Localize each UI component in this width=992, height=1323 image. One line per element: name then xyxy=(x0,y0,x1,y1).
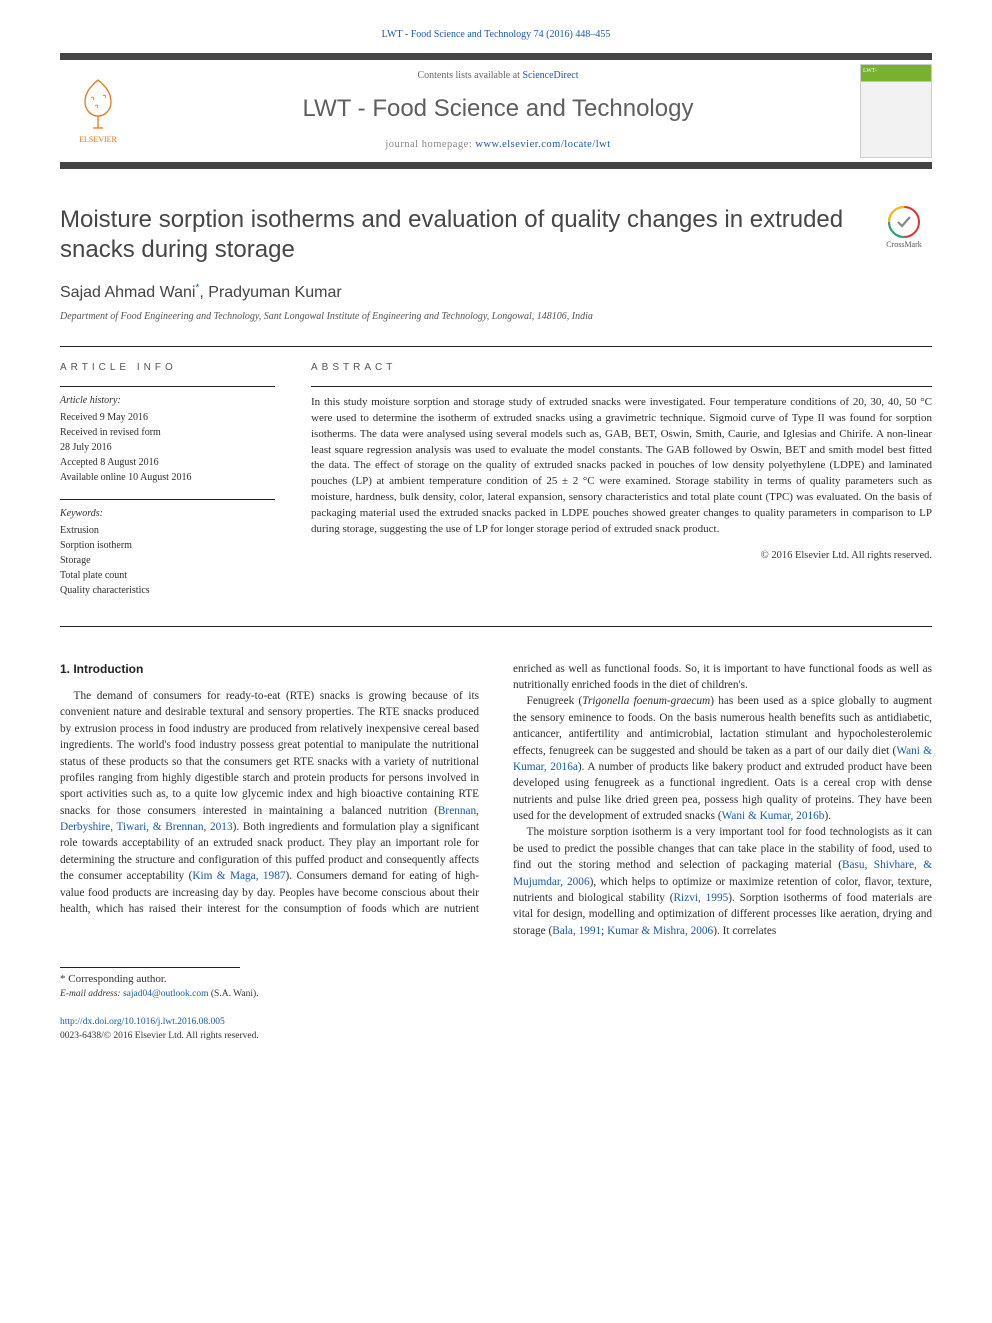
ref-kim-maga-1987[interactable]: Kim & Maga, 1987 xyxy=(192,870,285,882)
homepage-link[interactable]: www.elsevier.com/locate/lwt xyxy=(475,139,610,150)
p2-text-d: ). xyxy=(824,810,831,822)
author-2: Pradyuman Kumar xyxy=(208,284,341,301)
keyword-5: Quality characteristics xyxy=(60,583,275,598)
journal-homepage: journal homepage: www.elsevier.com/locat… xyxy=(148,137,848,152)
email-suffix: (S.A. Wani). xyxy=(209,989,259,999)
history-label: Article history: xyxy=(60,393,275,408)
history-accepted: Accepted 8 August 2016 xyxy=(60,455,275,470)
keywords: Keywords: Extrusion Sorption isotherm St… xyxy=(60,499,275,598)
p2-text-a: Fenugreek ( xyxy=(527,695,583,707)
abstract-body: In this study moisture sorption and stor… xyxy=(311,386,932,538)
article-history: Article history: Received 9 May 2016 Rec… xyxy=(60,386,275,485)
journal-cover-thumbnail: LWT- xyxy=(860,64,932,158)
elsevier-tree-icon xyxy=(73,76,123,134)
article-info: ARTICLE INFO Article history: Received 9… xyxy=(60,361,275,612)
article-info-heading: ARTICLE INFO xyxy=(60,361,275,376)
corresponding-note: * Corresponding author. xyxy=(60,972,932,988)
elsevier-logo: ELSEVIER xyxy=(60,68,136,154)
contents-prefix: Contents lists available at xyxy=(417,70,522,81)
ref-rizvi-1995[interactable]: Rizvi, 1995 xyxy=(674,892,729,904)
info-abstract-row: ARTICLE INFO Article history: Received 9… xyxy=(60,346,932,627)
article-title: Moisture sorption isotherms and evaluati… xyxy=(60,205,858,265)
p3-text-e: ). It correlates xyxy=(713,925,776,937)
corresponding-email[interactable]: sajad04@outlook.com xyxy=(123,989,209,999)
keywords-label: Keywords: xyxy=(60,506,275,521)
top-citation: LWT - Food Science and Technology 74 (20… xyxy=(60,28,932,43)
ref-wani-kumar-2016b[interactable]: Wani & Kumar, 2016b xyxy=(722,810,825,822)
ref-bala-1991[interactable]: Bala, 1991 xyxy=(552,925,601,937)
affiliation: Department of Food Engineering and Techn… xyxy=(60,310,932,325)
section-1-para-3: The moisture sorption isotherm is a very… xyxy=(513,824,932,939)
elsevier-label: ELSEVIER xyxy=(79,134,117,146)
abstract-copyright: © 2016 Elsevier Ltd. All rights reserved… xyxy=(311,548,932,563)
doi-line: http://dx.doi.org/10.1016/j.lwt.2016.08.… xyxy=(60,1016,932,1044)
history-online: Available online 10 August 2016 xyxy=(60,470,275,485)
abstract-heading: ABSTRACT xyxy=(311,361,932,376)
species-name: Trigonella foenum-graecum xyxy=(582,695,710,707)
ref-kumar-mishra-2006[interactable]: Kumar & Mishra, 2006 xyxy=(607,925,713,937)
issn-copyright: 0023-6438/© 2016 Elsevier Ltd. All right… xyxy=(60,1030,932,1044)
crossmark-icon xyxy=(887,205,921,239)
history-received: Received 9 May 2016 xyxy=(60,410,275,425)
footer-divider xyxy=(60,967,240,968)
author-sep: , xyxy=(199,284,208,301)
sciencedirect-link[interactable]: ScienceDirect xyxy=(522,70,578,81)
authors: Sajad Ahmad Wani*, Pradyuman Kumar xyxy=(60,281,932,304)
doi-link[interactable]: http://dx.doi.org/10.1016/j.lwt.2016.08.… xyxy=(60,1017,225,1027)
email-label: E-mail address: xyxy=(60,989,123,999)
homepage-prefix: journal homepage: xyxy=(385,139,475,150)
keyword-3: Storage xyxy=(60,553,275,568)
body-columns: 1. Introduction The demand of consumers … xyxy=(60,661,932,939)
abstract: ABSTRACT In this study moisture sorption… xyxy=(311,361,932,612)
corresponding-text: * Corresponding author. xyxy=(60,973,167,985)
crossmark-label: CrossMark xyxy=(886,239,922,251)
keyword-4: Total plate count xyxy=(60,568,275,583)
keyword-1: Extrusion xyxy=(60,523,275,538)
p1-text-a: The demand of consumers for ready-to-eat… xyxy=(60,690,479,817)
email-line: E-mail address: sajad04@outlook.com (S.A… xyxy=(60,988,932,1002)
journal-header: ELSEVIER Contents lists available at Sci… xyxy=(60,53,932,169)
cover-label: LWT- xyxy=(863,68,877,74)
section-1-heading: 1. Introduction xyxy=(60,661,479,678)
header-center: Contents lists available at ScienceDirec… xyxy=(148,69,848,152)
footer: * Corresponding author. E-mail address: … xyxy=(60,967,932,1043)
history-revised-1: Received in revised form xyxy=(60,425,275,440)
section-1-para-2: Fenugreek (Trigonella foenum-graecum) ha… xyxy=(513,693,932,824)
author-1: Sajad Ahmad Wani xyxy=(60,284,195,301)
keyword-2: Sorption isotherm xyxy=(60,538,275,553)
crossmark-badge[interactable]: CrossMark xyxy=(876,205,932,261)
contents-line: Contents lists available at ScienceDirec… xyxy=(148,69,848,84)
journal-name: LWT - Food Science and Technology xyxy=(148,92,848,127)
history-revised-2: 28 July 2016 xyxy=(60,440,275,455)
